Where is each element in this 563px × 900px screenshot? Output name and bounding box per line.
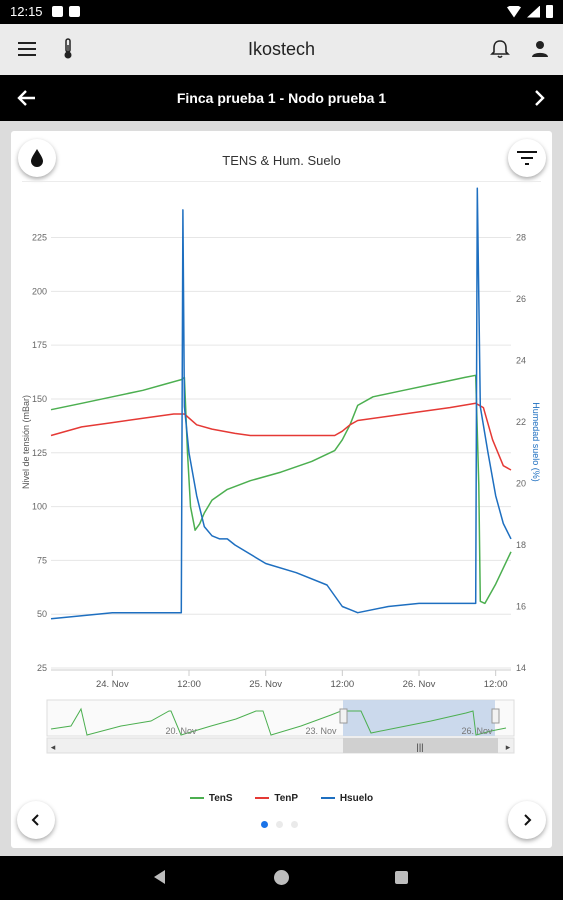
navigator-selection xyxy=(343,700,495,736)
scrollbar-thumb[interactable] xyxy=(343,738,498,753)
thermometer-icon[interactable] xyxy=(60,38,76,60)
series-line-tenp xyxy=(50,402,512,471)
page-dot[interactable] xyxy=(261,821,268,828)
y-tick-label-left: 200 xyxy=(32,286,47,296)
legend-swatch xyxy=(189,797,204,799)
home-icon[interactable] xyxy=(274,870,289,885)
node-header: Finca prueba 1 - Nodo prueba 1 xyxy=(0,75,563,121)
chart-card: 25 50 75 100 125 150 175 200 225 14 16 18 20 22 24 26 28… xyxy=(11,131,552,848)
page-dot[interactable] xyxy=(276,821,283,828)
navigator-handle[interactable] xyxy=(339,708,348,724)
legend-item-hsuelo[interactable]: Hsuelo xyxy=(320,792,374,804)
previous-chart-button[interactable] xyxy=(17,801,55,839)
wifi-icon xyxy=(507,5,521,18)
legend-item-tens[interactable]: TenS xyxy=(189,792,233,804)
battery-icon xyxy=(546,5,553,18)
app-bar: Ikostech xyxy=(0,24,563,75)
y-tick-label-left: 50 xyxy=(37,609,47,619)
scrollbar-grip: ||| xyxy=(416,742,423,752)
system-nav-bar xyxy=(0,856,563,900)
legend-label: TenS xyxy=(208,792,233,804)
water-drop-icon xyxy=(31,149,43,167)
bell-icon[interactable] xyxy=(489,38,511,60)
node-title: Finca prueba 1 - Nodo prueba 1 xyxy=(176,90,387,106)
scrollbar-arrow[interactable]: ▸ xyxy=(506,742,511,752)
y-tick-label-right: 26 xyxy=(516,294,526,304)
y-tick-label-right: 24 xyxy=(516,356,526,366)
navigator-handle[interactable] xyxy=(491,708,500,724)
recent-apps-icon[interactable] xyxy=(395,871,408,884)
notification-icon xyxy=(69,6,80,17)
page-dot[interactable] xyxy=(291,821,298,828)
content-area: 25 50 75 100 125 150 175 200 225 14 16 18 20 22 24 26 28… xyxy=(0,121,563,856)
app-title: Ikostech xyxy=(247,39,316,59)
x-tick-label: 12:00 xyxy=(177,679,201,690)
legend-item-tenp[interactable]: TenP xyxy=(255,793,298,804)
y-tick-label-right: 20 xyxy=(516,479,526,489)
series-line-hsuelo xyxy=(50,187,512,620)
page-indicator xyxy=(261,821,298,828)
navigator-tick-label: 26. Nov xyxy=(461,726,493,736)
divider xyxy=(22,181,541,182)
y-tick-label-left: 75 xyxy=(37,555,47,565)
chevron-right-icon xyxy=(524,814,532,826)
navigator-line xyxy=(50,707,507,736)
x-tick-label: 12:00 xyxy=(484,679,508,690)
scrollbar-arrow[interactable]: ◂ xyxy=(51,742,56,752)
arrow-left-icon[interactable] xyxy=(16,87,38,109)
y-tick-label-right: 18 xyxy=(516,540,526,550)
y-tick-label-left: 225 xyxy=(32,233,47,243)
y-tick-label-right: 28 xyxy=(516,233,526,243)
system-icons xyxy=(507,5,553,18)
legend-label: TenP xyxy=(274,792,299,804)
chart: 25 50 75 100 125 150 175 200 225 14 16 18 20 22 24 26 28… xyxy=(21,187,541,754)
y-axis-title-left: Nivel de tensión (mBar) xyxy=(21,395,31,489)
filter-button[interactable] xyxy=(508,139,546,177)
signal-icon xyxy=(527,5,540,18)
y-tick-label-left: 125 xyxy=(32,448,47,458)
x-tick-label: 25. Nov xyxy=(249,679,282,690)
menu-icon[interactable] xyxy=(18,42,36,56)
y-tick-label-left: 175 xyxy=(32,340,47,350)
back-icon[interactable] xyxy=(154,870,165,884)
legend-swatch xyxy=(255,797,270,799)
x-tick-label: 12:00 xyxy=(330,679,354,690)
navigator-tick-label: 23. Nov xyxy=(305,726,337,736)
x-tick-label: 26. Nov xyxy=(403,679,436,690)
chart-legend: TenS TenP Hsuelo xyxy=(11,791,552,804)
chart-title: TENS & Hum. Suelo xyxy=(222,153,341,168)
y-tick-label-left: 25 xyxy=(37,663,47,673)
legend-label: Hsuelo xyxy=(339,792,374,804)
next-chart-button[interactable] xyxy=(508,801,546,839)
y-tick-label-left: 150 xyxy=(32,394,47,404)
x-tick-label: 24. Nov xyxy=(96,679,129,690)
status-time: 12:15 xyxy=(10,4,43,19)
water-drop-button[interactable] xyxy=(18,139,56,177)
navigator-tick-label: 20. Nov xyxy=(165,726,197,736)
series-line-tens xyxy=(50,374,512,605)
y-tick-label-right: 14 xyxy=(516,663,526,673)
notification-icon xyxy=(52,6,63,17)
y-axis-title-right: Humedad suelo (%) xyxy=(531,402,541,482)
y-tick-label-right: 16 xyxy=(516,602,526,612)
y-tick-label-right: 22 xyxy=(516,417,526,427)
legend-swatch xyxy=(320,797,335,799)
y-tick-label-left: 100 xyxy=(32,502,47,512)
filter-icon xyxy=(517,151,537,165)
status-bar: 12:15 xyxy=(0,0,563,24)
notification-icons xyxy=(52,6,80,17)
chevron-left-icon xyxy=(31,814,39,826)
user-icon[interactable] xyxy=(529,38,551,60)
chevron-right-icon[interactable] xyxy=(528,87,550,109)
